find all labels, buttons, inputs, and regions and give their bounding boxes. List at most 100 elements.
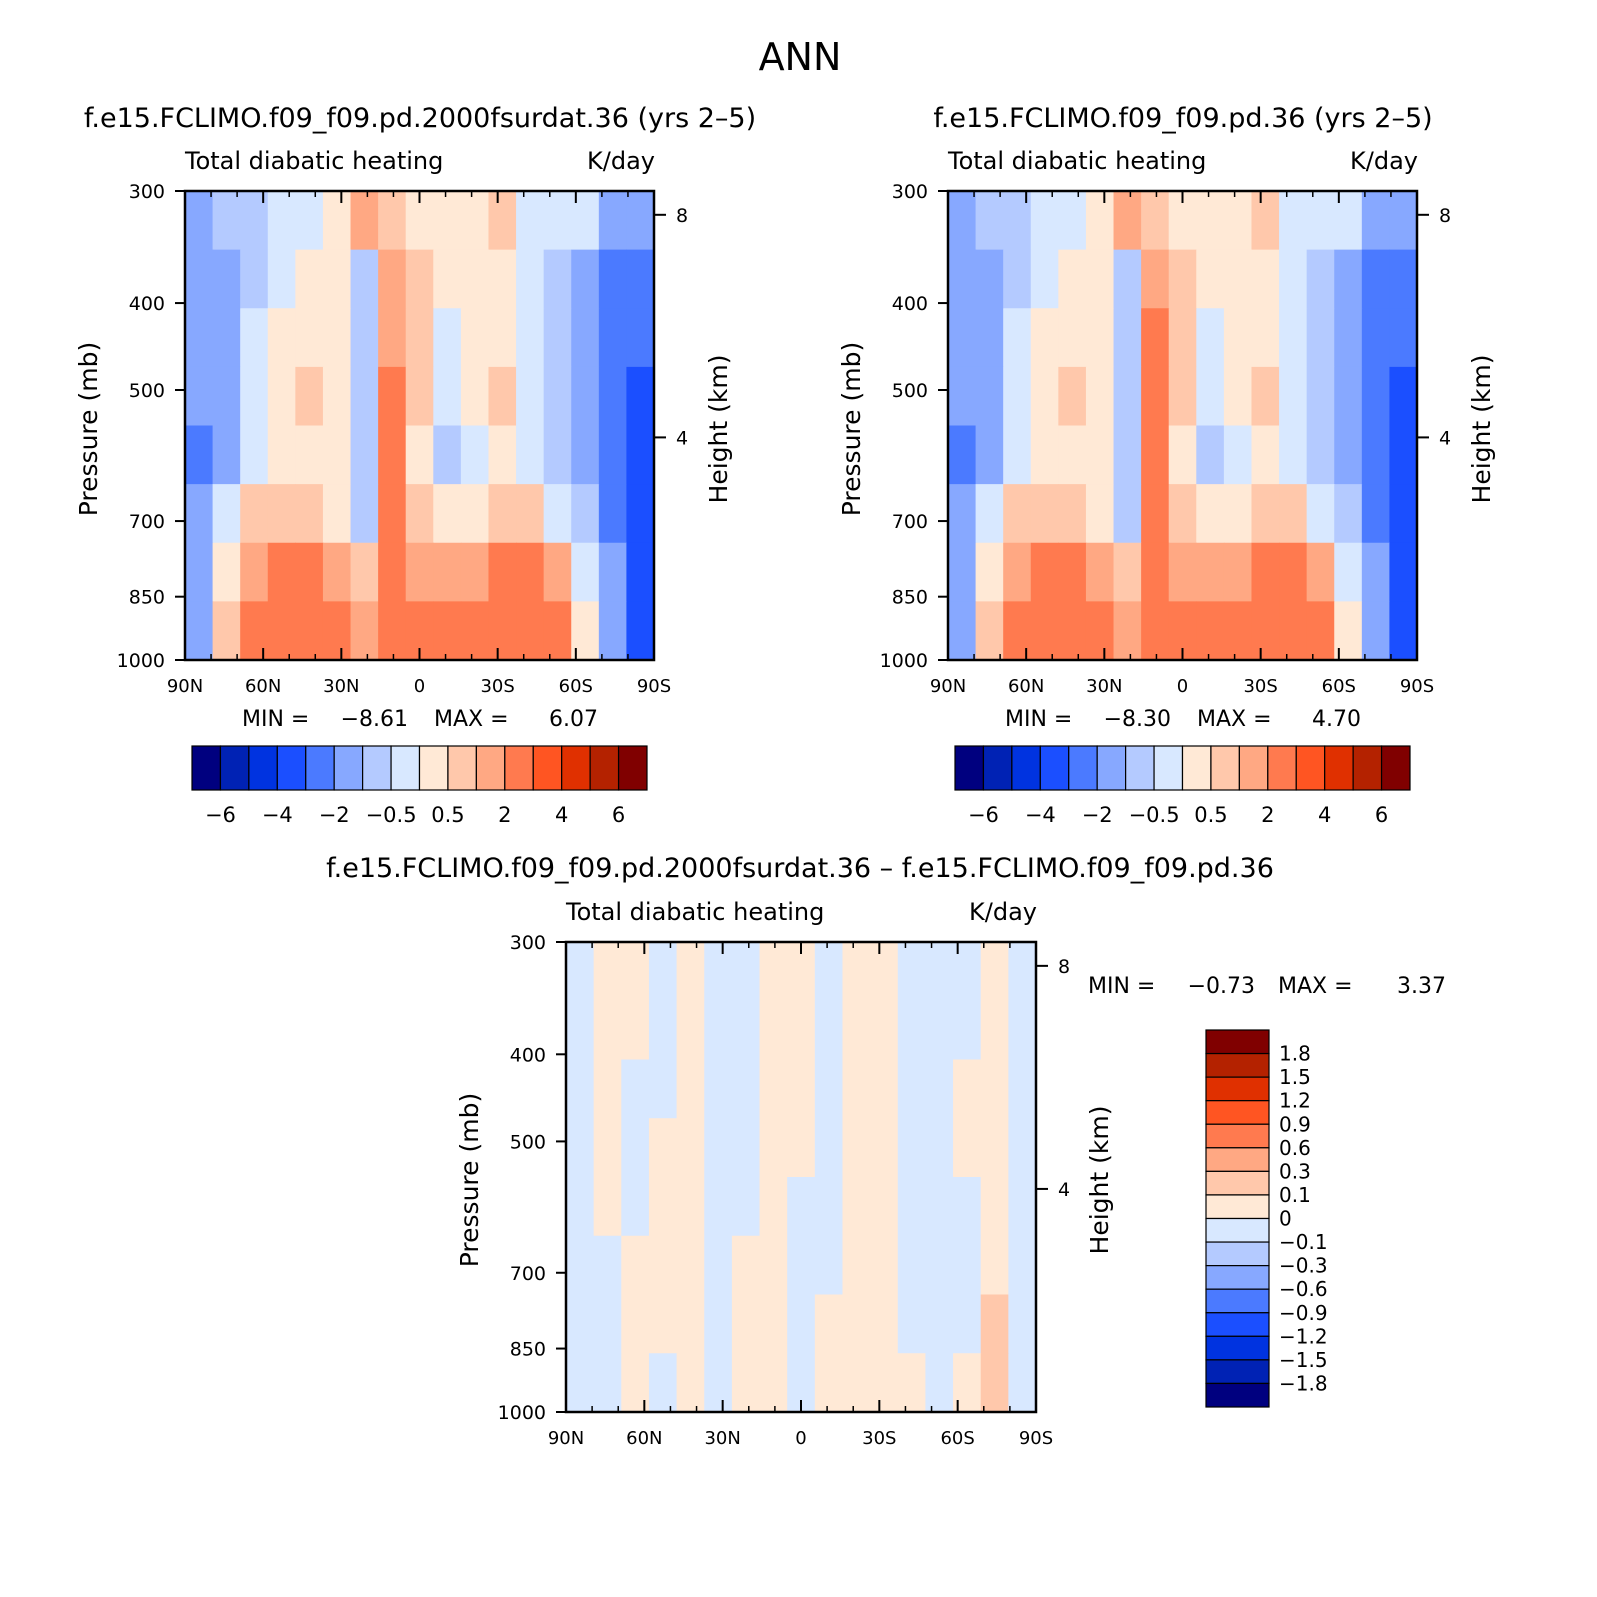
heatmap-cell: [1334, 425, 1363, 485]
heatmap-cell: [1030, 601, 1059, 661]
heatmap-cell: [1389, 425, 1418, 485]
heatmap-cell: [350, 191, 379, 251]
heatmap-cell: [1361, 484, 1391, 544]
heatmap-cell: [704, 1353, 733, 1413]
heatmap-cell: [975, 425, 1004, 485]
heatmap-cell: [676, 1235, 705, 1296]
heatmap-cell: [295, 484, 324, 544]
heatmap-cell: [980, 1118, 1009, 1178]
heatmap-cell: [1196, 191, 1225, 251]
heatmap-cell: [571, 366, 600, 427]
heatmap-cell: [1003, 484, 1032, 544]
heatmap-cell: [626, 308, 655, 368]
heatmap-cell: [598, 249, 628, 309]
heatmap-cell: [460, 249, 490, 309]
colorbar-label: 4: [555, 803, 568, 827]
panel-title: f.e15.FCLIMO.f09_f09.pd.36 (yrs 2–5): [933, 103, 1432, 134]
heatmap-cell: [1223, 249, 1253, 309]
heatmap-cell: [593, 1353, 622, 1413]
heatmap-cell: [814, 1118, 844, 1178]
heatmap-cell: [953, 1177, 982, 1237]
colorbar-label: 0.5: [1194, 803, 1227, 827]
y-axis-label: Pressure (mb): [455, 1093, 484, 1267]
colorbar: −6 −4 −2 −0.5 0.5 2 4 6: [954, 745, 1411, 827]
y-tick-label: 500: [510, 1131, 546, 1153]
heatmap-cell: [571, 484, 600, 544]
heatmap-cell: [322, 542, 352, 602]
heatmap-cell: [1251, 308, 1280, 368]
heatmap-cell: [212, 425, 241, 485]
x-tick-label: 30S: [1243, 676, 1277, 697]
heatmap-cell: [488, 425, 517, 485]
x-tick-label: 30S: [480, 676, 514, 697]
x-tick-label: 30S: [862, 1428, 896, 1449]
max-label: MAX =: [434, 707, 509, 732]
heatmap-cell: [1334, 366, 1363, 427]
heatmap-cell: [1334, 542, 1363, 602]
heatmap-cell: [488, 484, 517, 544]
heatmap-cell: [240, 249, 269, 309]
min-value: −8.61: [341, 707, 408, 732]
heatmap-cell: [621, 1294, 650, 1354]
y-tick-label: 700: [129, 511, 165, 533]
heatmap-cell: [897, 1353, 927, 1413]
heatmap-cell: [1058, 601, 1087, 661]
heatmap-cell: [593, 1235, 622, 1296]
heatmap-cell: [1085, 542, 1115, 602]
y-tick-label: 300: [892, 181, 928, 203]
colorbar-label: −0.5: [1129, 803, 1180, 827]
y-axis-right-label: Height (km): [1085, 1106, 1114, 1255]
axes: 90N 60N 30N 0 30S 60S 90S 300 400 500 700 850 1000 8 4: [498, 932, 1070, 1449]
colorbar-swatch: [305, 745, 335, 791]
heatmap-cell: [759, 1000, 788, 1061]
heatmap-cell: [1223, 601, 1253, 661]
heatmap-cell: [1113, 484, 1142, 544]
colorbar-swatch: [1205, 1382, 1270, 1408]
heatmap-cell: [870, 1059, 899, 1119]
colorbar-label: −1.2: [1279, 1324, 1328, 1348]
heatmap-cell: [814, 1294, 844, 1354]
heatmap-cell: [759, 1177, 788, 1237]
colorbar-label: 0.9: [1279, 1112, 1311, 1136]
heatmap-cell: [185, 601, 214, 661]
heatmap-cell: [1306, 191, 1335, 251]
heatmap-cell: [980, 1235, 1009, 1296]
heatmap-cell: [787, 1177, 816, 1237]
heatmap-cell: [1008, 1118, 1037, 1178]
heatmap-cell: [759, 942, 788, 1002]
colorbar-label: −1.5: [1279, 1348, 1328, 1372]
y-tick-label: 1000: [498, 1402, 546, 1424]
heatmap-cell: [1251, 191, 1280, 251]
heatmap-cell: [925, 1000, 954, 1061]
heatmap-cell: [925, 1353, 954, 1413]
heatmap-cell: [1085, 366, 1115, 427]
heatmap-cell: [1389, 308, 1418, 368]
colorbar-label: −6: [205, 803, 236, 827]
heatmap-cell: [1085, 601, 1115, 661]
heatmap-cell: [842, 1294, 871, 1354]
panel-control: f.e15.FCLIMO.f09_f09.pd.2000fsurdat.36 (…: [74, 103, 756, 827]
heatmap-cell: [1003, 308, 1032, 368]
x-tick-label: 0: [1177, 676, 1188, 697]
heatmap-cell: [598, 484, 628, 544]
heatmap-cell: [1113, 425, 1142, 485]
heatmap-cell: [1223, 484, 1253, 544]
heatmap-cell: [975, 601, 1004, 661]
heatmap-cell: [516, 308, 545, 368]
heatmap-cells: [185, 191, 655, 661]
heatmap-cell: [925, 1177, 954, 1237]
heatmap-cell: [1008, 1177, 1037, 1237]
heatmap-cell: [1223, 308, 1253, 368]
heatmap-cell: [626, 484, 655, 544]
heatmap-cell: [1279, 542, 1308, 602]
colorbar-swatch: [475, 745, 506, 791]
heatmap-cell: [626, 191, 655, 251]
heatmap-cell: [212, 484, 241, 544]
heatmap-cell: [759, 1118, 788, 1178]
heatmap-cell: [322, 249, 352, 309]
colorbar-swatch: [1205, 1170, 1270, 1196]
heatmap-cell: [1141, 601, 1170, 661]
heatmap-cell: [593, 942, 622, 1002]
heatmap-cell: [842, 1353, 871, 1413]
heatmap-cell: [648, 1235, 678, 1296]
